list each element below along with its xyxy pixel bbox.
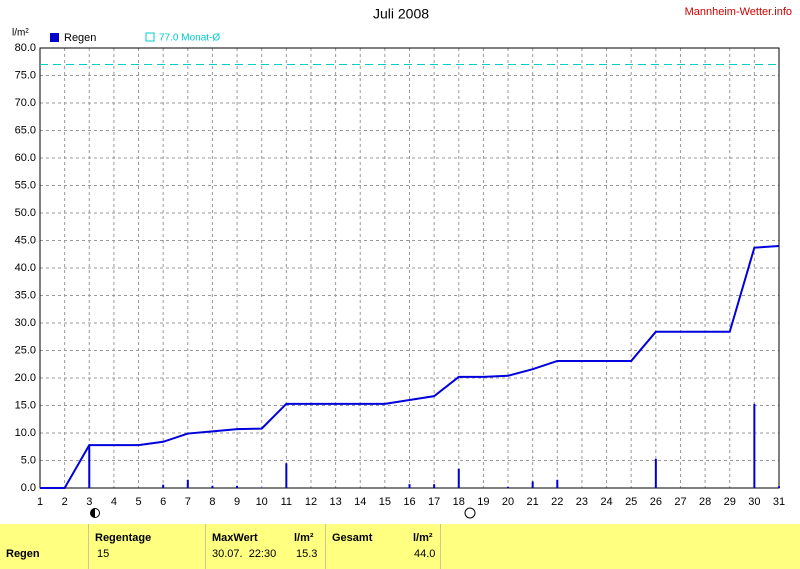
moon-icon bbox=[464, 507, 476, 519]
bar bbox=[507, 486, 510, 488]
y-tick-label: 10.0 bbox=[15, 427, 36, 439]
y-tick-label: 15.0 bbox=[15, 399, 36, 411]
bar bbox=[778, 486, 780, 488]
legend-swatch bbox=[50, 33, 59, 42]
y-tick-label: 70.0 bbox=[15, 97, 36, 109]
x-tick-label: 19 bbox=[477, 496, 489, 508]
y-tick-label: 20.0 bbox=[15, 372, 36, 384]
x-tick-label: 3 bbox=[86, 496, 92, 508]
x-tick-label: 6 bbox=[160, 496, 166, 508]
x-tick-label: 20 bbox=[502, 496, 514, 508]
header: Gesamt bbox=[332, 532, 373, 544]
chart-title: Juli 2008 bbox=[373, 6, 429, 22]
x-tick-label: 10 bbox=[256, 496, 268, 508]
x-tick-label: 16 bbox=[403, 496, 415, 508]
cell: 44.0 bbox=[414, 548, 436, 560]
y-tick-label: 0.0 bbox=[21, 482, 36, 494]
summary-table: Regen Regentage MaxWert l/m² Gesamt l/m²… bbox=[0, 524, 800, 569]
bar bbox=[186, 479, 189, 488]
row-label: Regen bbox=[6, 548, 40, 560]
x-tick-label: 11 bbox=[281, 496, 292, 508]
x-tick-label: 15 bbox=[379, 496, 391, 508]
x-tick-label: 8 bbox=[209, 496, 215, 508]
y-tick-label: 55.0 bbox=[15, 179, 36, 191]
header: l/m² bbox=[413, 532, 433, 544]
legend-label: 77.0 Monat-Ø bbox=[159, 33, 220, 44]
header: Regentage bbox=[95, 532, 152, 544]
x-tick-label: 14 bbox=[354, 496, 366, 508]
y-tick-label: 30.0 bbox=[15, 317, 36, 329]
x-tick-label: 25 bbox=[625, 496, 637, 508]
y-tick-label: 60.0 bbox=[15, 152, 36, 164]
cell: 30.07. 22:30 bbox=[212, 548, 277, 560]
cell: 15.3 bbox=[296, 548, 318, 560]
x-tick-label: 5 bbox=[135, 496, 141, 508]
bar bbox=[260, 487, 263, 488]
chart: Juli 2008 Mannheim-Wetter.info l/m² Rege… bbox=[12, 6, 792, 519]
x-tick-label: 7 bbox=[185, 496, 191, 508]
x-tick-label: 23 bbox=[576, 496, 588, 508]
cumulative-line bbox=[40, 245, 780, 489]
legend-swatch bbox=[145, 32, 155, 42]
x-tick-label: 9 bbox=[234, 496, 240, 508]
x-tick-label: 31 bbox=[773, 496, 785, 508]
x-tick-label: 12 bbox=[305, 496, 317, 508]
x-tick-label: 27 bbox=[674, 496, 686, 508]
bar bbox=[457, 468, 460, 488]
x-tick-label: 28 bbox=[699, 496, 711, 508]
x-tick-label: 4 bbox=[111, 496, 117, 508]
y-tick-label: 50.0 bbox=[15, 207, 36, 219]
x-tick-label: 18 bbox=[453, 496, 465, 508]
legend-label: Regen bbox=[64, 32, 96, 44]
bar bbox=[654, 458, 657, 488]
bar bbox=[236, 485, 239, 488]
y-tick-label: 5.0 bbox=[21, 454, 36, 466]
y-tick-label: 25.0 bbox=[15, 344, 36, 356]
header: MaxWert bbox=[212, 532, 258, 544]
bar bbox=[433, 484, 436, 488]
header: l/m² bbox=[294, 532, 314, 544]
y-tick-label: 65.0 bbox=[15, 124, 36, 136]
x-tick-label: 30 bbox=[748, 496, 760, 508]
y-tick-label: 75.0 bbox=[15, 69, 36, 81]
x-tick-label: 26 bbox=[650, 496, 662, 508]
x-tick-label: 17 bbox=[428, 496, 440, 508]
cell: 15 bbox=[97, 548, 110, 560]
y-tick-label: 40.0 bbox=[15, 262, 36, 274]
watermark: Mannheim-Wetter.info bbox=[685, 6, 792, 18]
x-tick-label: 13 bbox=[329, 496, 341, 508]
y-tick-label: 35.0 bbox=[15, 289, 36, 301]
bar bbox=[556, 479, 559, 488]
x-tick-label: 2 bbox=[62, 496, 68, 508]
x-tick-label: 24 bbox=[600, 496, 612, 508]
y-tick-label: 80.0 bbox=[15, 42, 36, 54]
x-tick-label: 22 bbox=[551, 496, 563, 508]
x-tick-label: 29 bbox=[724, 496, 736, 508]
y-tick-label: 45.0 bbox=[15, 234, 36, 246]
x-tick-label: 1 bbox=[37, 496, 43, 508]
bar bbox=[531, 481, 534, 488]
bar bbox=[211, 485, 214, 488]
bar bbox=[408, 484, 411, 488]
x-tick-label: 21 bbox=[527, 496, 539, 508]
moon-icon bbox=[90, 508, 95, 518]
y-axis-label: l/m² bbox=[12, 28, 29, 39]
bar bbox=[88, 445, 91, 488]
bar bbox=[162, 484, 165, 488]
bar bbox=[753, 403, 756, 488]
bar bbox=[285, 463, 288, 488]
